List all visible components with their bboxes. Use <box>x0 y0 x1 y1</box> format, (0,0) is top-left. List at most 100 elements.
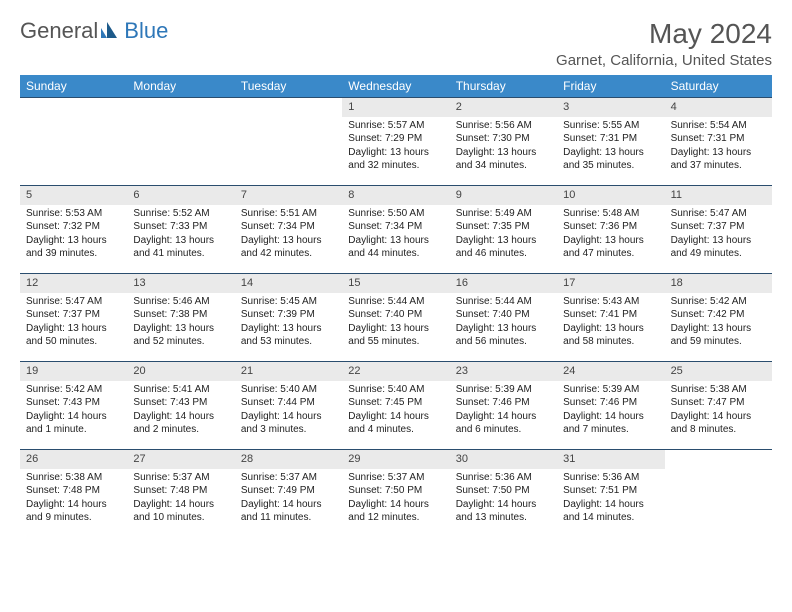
day-number: 29 <box>342 450 449 469</box>
sunset-text: Sunset: 7:42 PM <box>671 308 766 322</box>
day-body: Sunrise: 5:36 AMSunset: 7:51 PMDaylight:… <box>557 469 664 529</box>
sunrise-text: Sunrise: 5:42 AM <box>671 295 766 309</box>
sunset-text: Sunset: 7:37 PM <box>26 308 121 322</box>
day-number: 27 <box>127 450 234 469</box>
daylight-text: and 53 minutes. <box>241 335 336 349</box>
sunset-text: Sunset: 7:39 PM <box>241 308 336 322</box>
day-cell: 22Sunrise: 5:40 AMSunset: 7:45 PMDayligh… <box>342 361 449 449</box>
weekday-header: Friday <box>557 75 664 97</box>
daylight-text: Daylight: 14 hours <box>348 410 443 424</box>
daylight-text: Daylight: 14 hours <box>241 498 336 512</box>
day-body: Sunrise: 5:53 AMSunset: 7:32 PMDaylight:… <box>20 205 127 265</box>
empty-cell <box>20 97 127 185</box>
daylight-text: and 34 minutes. <box>456 159 551 173</box>
sunrise-text: Sunrise: 5:37 AM <box>133 471 228 485</box>
day-body: Sunrise: 5:47 AMSunset: 7:37 PMDaylight:… <box>20 293 127 353</box>
day-body: Sunrise: 5:56 AMSunset: 7:30 PMDaylight:… <box>450 117 557 177</box>
daylight-text: and 9 minutes. <box>26 511 121 525</box>
sunset-text: Sunset: 7:43 PM <box>26 396 121 410</box>
day-cell: 15Sunrise: 5:44 AMSunset: 7:40 PMDayligh… <box>342 273 449 361</box>
day-body: Sunrise: 5:38 AMSunset: 7:48 PMDaylight:… <box>20 469 127 529</box>
daylight-text: and 55 minutes. <box>348 335 443 349</box>
weekday-header: Monday <box>127 75 234 97</box>
day-body: Sunrise: 5:39 AMSunset: 7:46 PMDaylight:… <box>450 381 557 441</box>
day-number: 11 <box>665 186 772 205</box>
day-cell: 21Sunrise: 5:40 AMSunset: 7:44 PMDayligh… <box>235 361 342 449</box>
day-number: 14 <box>235 274 342 293</box>
day-body: Sunrise: 5:51 AMSunset: 7:34 PMDaylight:… <box>235 205 342 265</box>
daylight-text: Daylight: 13 hours <box>348 322 443 336</box>
daylight-text: and 39 minutes. <box>26 247 121 261</box>
daylight-text: Daylight: 14 hours <box>26 498 121 512</box>
daylight-text: Daylight: 13 hours <box>456 234 551 248</box>
day-body: Sunrise: 5:40 AMSunset: 7:44 PMDaylight:… <box>235 381 342 441</box>
day-number: 9 <box>450 186 557 205</box>
sunset-text: Sunset: 7:38 PM <box>133 308 228 322</box>
day-body: Sunrise: 5:36 AMSunset: 7:50 PMDaylight:… <box>450 469 557 529</box>
day-number: 4 <box>665 98 772 117</box>
daylight-text: and 10 minutes. <box>133 511 228 525</box>
daylight-text: Daylight: 14 hours <box>133 410 228 424</box>
daylight-text: Daylight: 14 hours <box>456 410 551 424</box>
sunrise-text: Sunrise: 5:54 AM <box>671 119 766 133</box>
daylight-text: and 13 minutes. <box>456 511 551 525</box>
sunset-text: Sunset: 7:43 PM <box>133 396 228 410</box>
day-cell: 1Sunrise: 5:57 AMSunset: 7:29 PMDaylight… <box>342 97 449 185</box>
daylight-text: Daylight: 14 hours <box>26 410 121 424</box>
daylight-text: Daylight: 14 hours <box>563 410 658 424</box>
day-body: Sunrise: 5:49 AMSunset: 7:35 PMDaylight:… <box>450 205 557 265</box>
daylight-text: and 37 minutes. <box>671 159 766 173</box>
daylight-text: and 35 minutes. <box>563 159 658 173</box>
day-body: Sunrise: 5:42 AMSunset: 7:42 PMDaylight:… <box>665 293 772 353</box>
sunset-text: Sunset: 7:45 PM <box>348 396 443 410</box>
title-block: May 2024 Garnet, California, United Stat… <box>556 18 772 69</box>
day-body: Sunrise: 5:48 AMSunset: 7:36 PMDaylight:… <box>557 205 664 265</box>
daylight-text: and 58 minutes. <box>563 335 658 349</box>
day-cell: 4Sunrise: 5:54 AMSunset: 7:31 PMDaylight… <box>665 97 772 185</box>
daylight-text: Daylight: 13 hours <box>241 234 336 248</box>
day-body: Sunrise: 5:54 AMSunset: 7:31 PMDaylight:… <box>665 117 772 177</box>
day-body: Sunrise: 5:50 AMSunset: 7:34 PMDaylight:… <box>342 205 449 265</box>
daylight-text: Daylight: 13 hours <box>671 146 766 160</box>
sunrise-text: Sunrise: 5:37 AM <box>241 471 336 485</box>
sunset-text: Sunset: 7:29 PM <box>348 132 443 146</box>
daylight-text: and 52 minutes. <box>133 335 228 349</box>
sunset-text: Sunset: 7:32 PM <box>26 220 121 234</box>
sunset-text: Sunset: 7:35 PM <box>456 220 551 234</box>
day-cell: 28Sunrise: 5:37 AMSunset: 7:49 PMDayligh… <box>235 449 342 537</box>
day-body: Sunrise: 5:46 AMSunset: 7:38 PMDaylight:… <box>127 293 234 353</box>
day-body: Sunrise: 5:41 AMSunset: 7:43 PMDaylight:… <box>127 381 234 441</box>
daylight-text: Daylight: 13 hours <box>348 234 443 248</box>
sunset-text: Sunset: 7:50 PM <box>348 484 443 498</box>
daylight-text: and 47 minutes. <box>563 247 658 261</box>
daylight-text: and 8 minutes. <box>671 423 766 437</box>
day-number: 5 <box>20 186 127 205</box>
day-body: Sunrise: 5:37 AMSunset: 7:48 PMDaylight:… <box>127 469 234 529</box>
daylight-text: and 2 minutes. <box>133 423 228 437</box>
sunrise-text: Sunrise: 5:44 AM <box>348 295 443 309</box>
sunset-text: Sunset: 7:36 PM <box>563 220 658 234</box>
sunset-text: Sunset: 7:30 PM <box>456 132 551 146</box>
sunrise-text: Sunrise: 5:39 AM <box>456 383 551 397</box>
sunrise-text: Sunrise: 5:57 AM <box>348 119 443 133</box>
day-body: Sunrise: 5:40 AMSunset: 7:45 PMDaylight:… <box>342 381 449 441</box>
day-cell: 8Sunrise: 5:50 AMSunset: 7:34 PMDaylight… <box>342 185 449 273</box>
sunset-text: Sunset: 7:49 PM <box>241 484 336 498</box>
day-number: 18 <box>665 274 772 293</box>
day-number: 10 <box>557 186 664 205</box>
sunset-text: Sunset: 7:40 PM <box>348 308 443 322</box>
empty-cell <box>127 97 234 185</box>
daylight-text: and 3 minutes. <box>241 423 336 437</box>
sunset-text: Sunset: 7:41 PM <box>563 308 658 322</box>
daylight-text: and 11 minutes. <box>241 511 336 525</box>
daylight-text: and 44 minutes. <box>348 247 443 261</box>
daylight-text: Daylight: 13 hours <box>563 322 658 336</box>
sunrise-text: Sunrise: 5:48 AM <box>563 207 658 221</box>
sunset-text: Sunset: 7:48 PM <box>26 484 121 498</box>
chart-icon <box>101 18 121 44</box>
day-number: 25 <box>665 362 772 381</box>
daylight-text: Daylight: 14 hours <box>563 498 658 512</box>
sunrise-text: Sunrise: 5:51 AM <box>241 207 336 221</box>
daylight-text: Daylight: 13 hours <box>133 234 228 248</box>
sunset-text: Sunset: 7:47 PM <box>671 396 766 410</box>
